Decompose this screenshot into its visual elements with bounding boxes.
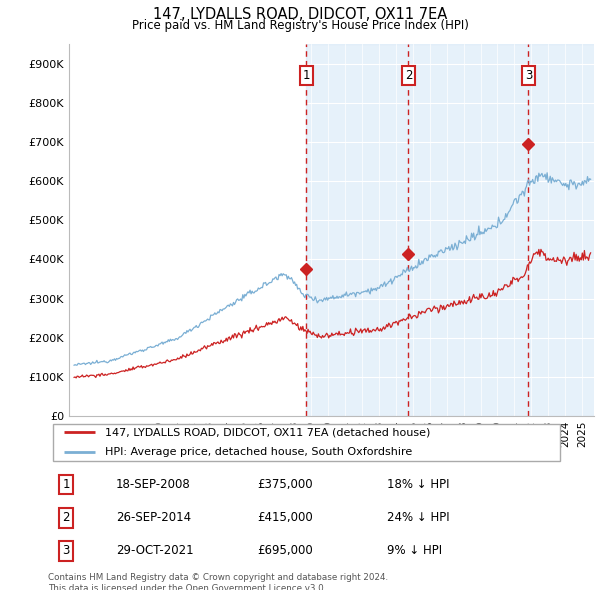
- Text: HPI: Average price, detached house, South Oxfordshire: HPI: Average price, detached house, Sout…: [106, 447, 413, 457]
- Text: 3: 3: [525, 69, 532, 82]
- Text: 18% ↓ HPI: 18% ↓ HPI: [388, 478, 450, 491]
- Text: 9% ↓ HPI: 9% ↓ HPI: [388, 544, 442, 558]
- FancyBboxPatch shape: [53, 424, 560, 461]
- Text: 18-SEP-2008: 18-SEP-2008: [116, 478, 191, 491]
- Text: 26-SEP-2014: 26-SEP-2014: [116, 511, 191, 525]
- Text: 147, LYDALLS ROAD, DIDCOT, OX11 7EA: 147, LYDALLS ROAD, DIDCOT, OX11 7EA: [153, 7, 447, 22]
- Text: 1: 1: [302, 69, 310, 82]
- Text: £375,000: £375,000: [257, 478, 313, 491]
- Text: 3: 3: [62, 544, 70, 558]
- Text: 1: 1: [62, 478, 70, 491]
- Text: 24% ↓ HPI: 24% ↓ HPI: [388, 511, 450, 525]
- Text: 2: 2: [404, 69, 412, 82]
- Text: Price paid vs. HM Land Registry's House Price Index (HPI): Price paid vs. HM Land Registry's House …: [131, 19, 469, 32]
- Text: £415,000: £415,000: [257, 511, 313, 525]
- Bar: [307, 44, 599, 416]
- Text: Contains HM Land Registry data © Crown copyright and database right 2024.
This d: Contains HM Land Registry data © Crown c…: [48, 573, 388, 590]
- Text: £695,000: £695,000: [257, 544, 313, 558]
- Text: 147, LYDALLS ROAD, DIDCOT, OX11 7EA (detached house): 147, LYDALLS ROAD, DIDCOT, OX11 7EA (det…: [106, 427, 431, 437]
- Text: 29-OCT-2021: 29-OCT-2021: [116, 544, 193, 558]
- Text: 2: 2: [62, 511, 70, 525]
